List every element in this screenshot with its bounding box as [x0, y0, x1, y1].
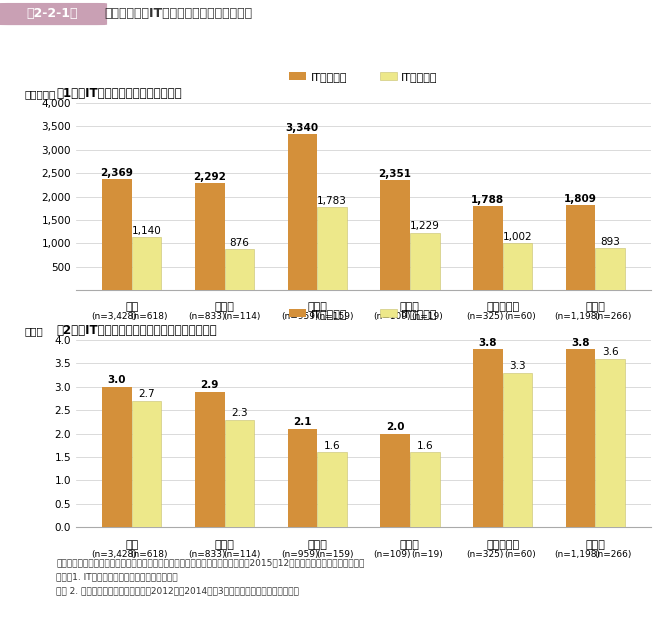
Text: 2.7: 2.7	[138, 389, 155, 399]
Bar	[288, 134, 317, 290]
Text: その他: その他	[586, 302, 605, 313]
Bar	[102, 179, 132, 290]
Text: (n=833): (n=833)	[188, 311, 225, 321]
Text: 893: 893	[600, 237, 620, 247]
Text: (n=159): (n=159)	[316, 550, 354, 558]
Text: 3.8: 3.8	[571, 338, 590, 348]
Bar	[288, 429, 317, 527]
Text: 3.0: 3.0	[108, 375, 126, 385]
Text: 第2-2-1図: 第2-2-1図	[26, 7, 78, 20]
Text: 1,788: 1,788	[471, 195, 504, 205]
Bar	[596, 359, 625, 527]
Text: 小売業: 小売業	[400, 540, 420, 550]
Text: (n=19): (n=19)	[412, 311, 444, 321]
Text: (n=618): (n=618)	[131, 311, 168, 321]
Text: 全体: 全体	[125, 540, 138, 550]
Text: (n=325): (n=325)	[466, 311, 504, 321]
Text: 1,809: 1,809	[564, 194, 597, 204]
Text: 1,229: 1,229	[410, 222, 440, 232]
Bar	[380, 180, 410, 290]
Text: 1,140: 1,140	[132, 226, 161, 236]
Bar	[566, 349, 596, 527]
Text: 2,369: 2,369	[100, 168, 134, 178]
Bar	[502, 243, 532, 290]
Text: 2.1: 2.1	[293, 417, 311, 427]
FancyBboxPatch shape	[0, 3, 107, 25]
Text: (n=3,428): (n=3,428)	[91, 550, 137, 558]
Text: (n=114): (n=114)	[223, 550, 261, 558]
Text: 1,783: 1,783	[317, 195, 347, 205]
Text: （1）　IT投資有無別の企業の売上高: （1） IT投資有無別の企業の売上高	[56, 87, 182, 100]
Bar	[225, 249, 254, 290]
Bar	[102, 387, 132, 527]
Text: (n=266): (n=266)	[594, 550, 631, 558]
Text: 業種別に見たIT投資有無と業務実績の関係: 業種別に見たIT投資有無と業務実績の関係	[104, 7, 253, 20]
Text: (n=266): (n=266)	[594, 311, 631, 321]
Text: 3.6: 3.6	[602, 347, 619, 357]
Text: 2,351: 2,351	[379, 169, 412, 179]
Text: 製造業: 製造業	[215, 540, 235, 550]
Text: 2.9: 2.9	[200, 379, 219, 389]
Bar	[317, 452, 347, 527]
Text: 1,002: 1,002	[502, 232, 532, 242]
Bar	[473, 349, 502, 527]
Bar	[596, 248, 625, 290]
Text: 2. 売上高、売上高経常利益率は2012年～2014年の3年間の平均値を集計している。: 2. 売上高、売上高経常利益率は2012年～2014年の3年間の平均値を集計して…	[56, 586, 299, 595]
Text: (n=325): (n=325)	[466, 550, 504, 558]
Text: 1.6: 1.6	[324, 441, 340, 451]
Text: 1.6: 1.6	[416, 441, 433, 451]
Text: 小売業: 小売業	[400, 302, 420, 313]
Text: 製造業: 製造業	[215, 302, 235, 313]
Bar	[566, 205, 596, 290]
Text: 2.0: 2.0	[386, 422, 405, 432]
Text: (n=114): (n=114)	[223, 311, 261, 321]
Bar	[132, 237, 161, 290]
Text: 3.3: 3.3	[509, 361, 525, 371]
Bar	[410, 452, 440, 527]
Text: 資料：中小企業庁委託「中小企業の成長と投資行動に関するアンケート調査」（2015年12月、（株）帝国データバンク）: 資料：中小企業庁委託「中小企業の成長と投資行動に関するアンケート調査」（2015…	[56, 558, 365, 567]
Bar	[132, 401, 161, 527]
Text: 卸売業: 卸売業	[307, 302, 327, 313]
Legend: IT投資あり, IT投資なし: IT投資あり, IT投資なし	[285, 67, 442, 86]
Text: (n=3,428): (n=3,428)	[91, 311, 137, 321]
Text: (n=618): (n=618)	[131, 550, 168, 558]
Text: (n=1,198): (n=1,198)	[555, 311, 601, 321]
Bar	[195, 392, 225, 527]
Text: 2.3: 2.3	[231, 407, 248, 418]
Text: (n=959): (n=959)	[281, 550, 319, 558]
Text: サービス業: サービス業	[486, 540, 519, 550]
Text: (n=60): (n=60)	[504, 550, 536, 558]
Text: 全体: 全体	[125, 302, 138, 313]
Text: (n=833): (n=833)	[188, 550, 225, 558]
Bar	[225, 420, 254, 527]
Text: 3,340: 3,340	[286, 123, 319, 133]
Text: （2）　IT投資有無別の企業の売上高経常利益率: （2） IT投資有無別の企業の売上高経常利益率	[56, 324, 217, 337]
Text: (n=159): (n=159)	[316, 311, 354, 321]
Bar	[195, 183, 225, 290]
Bar	[410, 233, 440, 290]
Text: （％）: （％）	[24, 326, 43, 336]
Bar	[502, 373, 532, 527]
Text: 876: 876	[229, 238, 249, 248]
Text: (n=959): (n=959)	[281, 311, 319, 321]
Text: サービス業: サービス業	[486, 302, 519, 313]
Text: （注）1. IT投資の実施有無別に集計している。: （注）1. IT投資の実施有無別に集計している。	[56, 572, 178, 581]
Text: 2,292: 2,292	[193, 172, 226, 182]
Text: (n=109): (n=109)	[373, 550, 411, 558]
Text: (n=1,198): (n=1,198)	[555, 550, 601, 558]
Text: 3.8: 3.8	[479, 338, 497, 348]
Text: 卸売業: 卸売業	[307, 540, 327, 550]
Bar	[380, 434, 410, 527]
Text: (n=19): (n=19)	[412, 550, 444, 558]
Bar	[473, 207, 502, 290]
Text: （百万円）: （百万円）	[24, 89, 56, 99]
Text: その他: その他	[586, 540, 605, 550]
Text: (n=60): (n=60)	[504, 311, 536, 321]
Legend: IT投資あり, IT投資なし: IT投資あり, IT投資なし	[285, 305, 442, 323]
Bar	[317, 207, 347, 290]
Text: (n=109): (n=109)	[373, 311, 411, 321]
